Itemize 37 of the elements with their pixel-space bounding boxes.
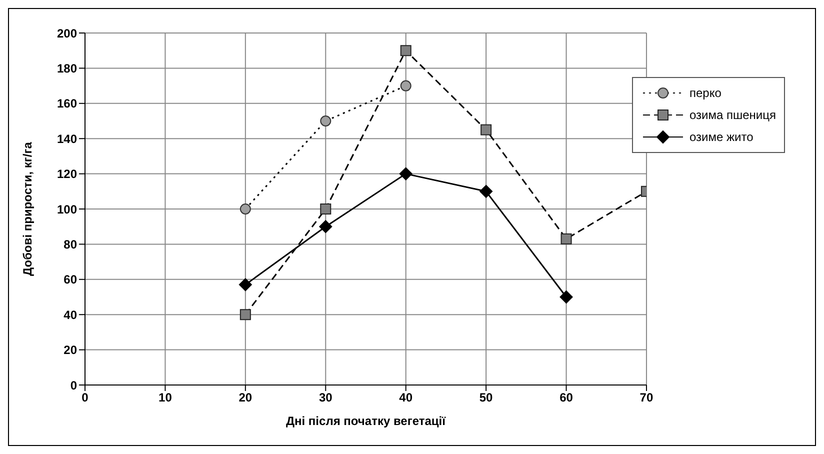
point — [560, 233, 572, 244]
legend-label: озиме жито — [689, 130, 754, 144]
point — [480, 124, 492, 136]
point — [400, 45, 412, 56]
y-tick-label: 200 — [56, 26, 78, 40]
x-tick-label: 70 — [640, 390, 654, 405]
point — [480, 184, 493, 198]
point — [238, 278, 252, 292]
x-tick-label: 40 — [399, 390, 413, 405]
point — [400, 80, 412, 92]
x-tick-label: 60 — [560, 390, 574, 405]
x-axis-title: Дні після початку вегетації — [286, 414, 446, 428]
x-tick-label: 20 — [238, 390, 252, 405]
y-axis-title: Добові прирости, кг/га — [20, 142, 34, 276]
point — [320, 204, 332, 214]
point — [240, 309, 251, 320]
y-tick-label: 60 — [64, 272, 78, 287]
x-tick-label: 10 — [158, 390, 172, 405]
point — [319, 220, 332, 234]
y-tick-label: 180 — [56, 61, 78, 76]
y-tick-label: 100 — [56, 202, 78, 216]
y-tick-label: 140 — [56, 132, 78, 146]
point — [240, 204, 251, 214]
y-tick-label: 120 — [56, 167, 78, 182]
y-tick-label: 0 — [70, 378, 78, 392]
point — [399, 167, 412, 180]
x-tick-label: 30 — [318, 390, 333, 405]
point — [320, 116, 332, 126]
legend-label: перко — [689, 86, 722, 100]
x-tick-label: 50 — [479, 390, 494, 405]
y-tick-label: 80 — [64, 237, 78, 252]
y-tick-label: 160 — [56, 96, 78, 111]
x-tick-label: 0 — [82, 390, 89, 405]
legend-label: озима пшениця — [689, 108, 776, 122]
y-tick-label: 40 — [64, 308, 78, 322]
y-tick-label: 20 — [64, 343, 78, 358]
point — [560, 290, 573, 304]
